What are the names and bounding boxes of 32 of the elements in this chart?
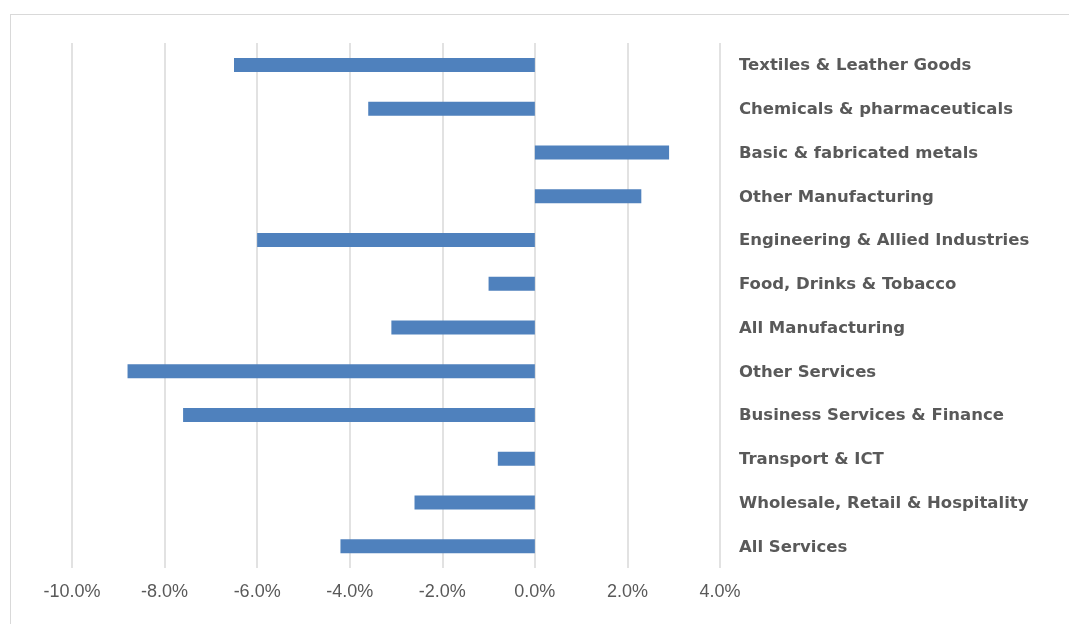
bar — [183, 407, 535, 422]
x-tick-label: -4.0% — [326, 581, 374, 601]
bar — [534, 145, 670, 160]
x-tick-label: -2.0% — [418, 581, 466, 601]
bar — [534, 189, 642, 204]
bar — [391, 320, 535, 335]
x-tick-label: -10.0% — [43, 581, 101, 601]
x-tick-label: -8.0% — [141, 581, 189, 601]
y-tick-label: Basic & fabricated metals — [739, 142, 979, 162]
bar — [497, 451, 535, 466]
bar — [127, 364, 535, 379]
y-tick-label: Business Services & Finance — [739, 405, 1004, 425]
y-tick-label: Wholesale, Retail & Hospitality — [739, 492, 1029, 512]
x-tick-label: -6.0% — [233, 581, 281, 601]
y-tick-label: Engineering & Allied Industries — [739, 230, 1030, 250]
x-tick-label: 4.0% — [699, 581, 741, 601]
bar — [234, 57, 535, 72]
bar — [488, 276, 535, 291]
y-tick-label: Textiles & Leather Goods — [739, 55, 972, 75]
bar — [414, 495, 535, 510]
y-tick-label: All Manufacturing — [739, 317, 905, 337]
y-tick-label: Other Manufacturing — [739, 186, 934, 206]
bar — [257, 232, 535, 247]
y-tick-label: Transport & ICT — [739, 449, 885, 469]
x-tick-label: 2.0% — [606, 581, 648, 601]
y-tick-label: Food, Drinks & Tobacco — [739, 274, 957, 294]
bar — [340, 539, 535, 554]
y-tick-label: Chemicals & pharmaceuticals — [739, 99, 1014, 119]
x-tick-label: 0.0% — [514, 581, 556, 601]
y-tick-label: All Services — [739, 536, 848, 556]
bar — [368, 101, 535, 116]
y-tick-label: Other Services — [739, 361, 877, 381]
